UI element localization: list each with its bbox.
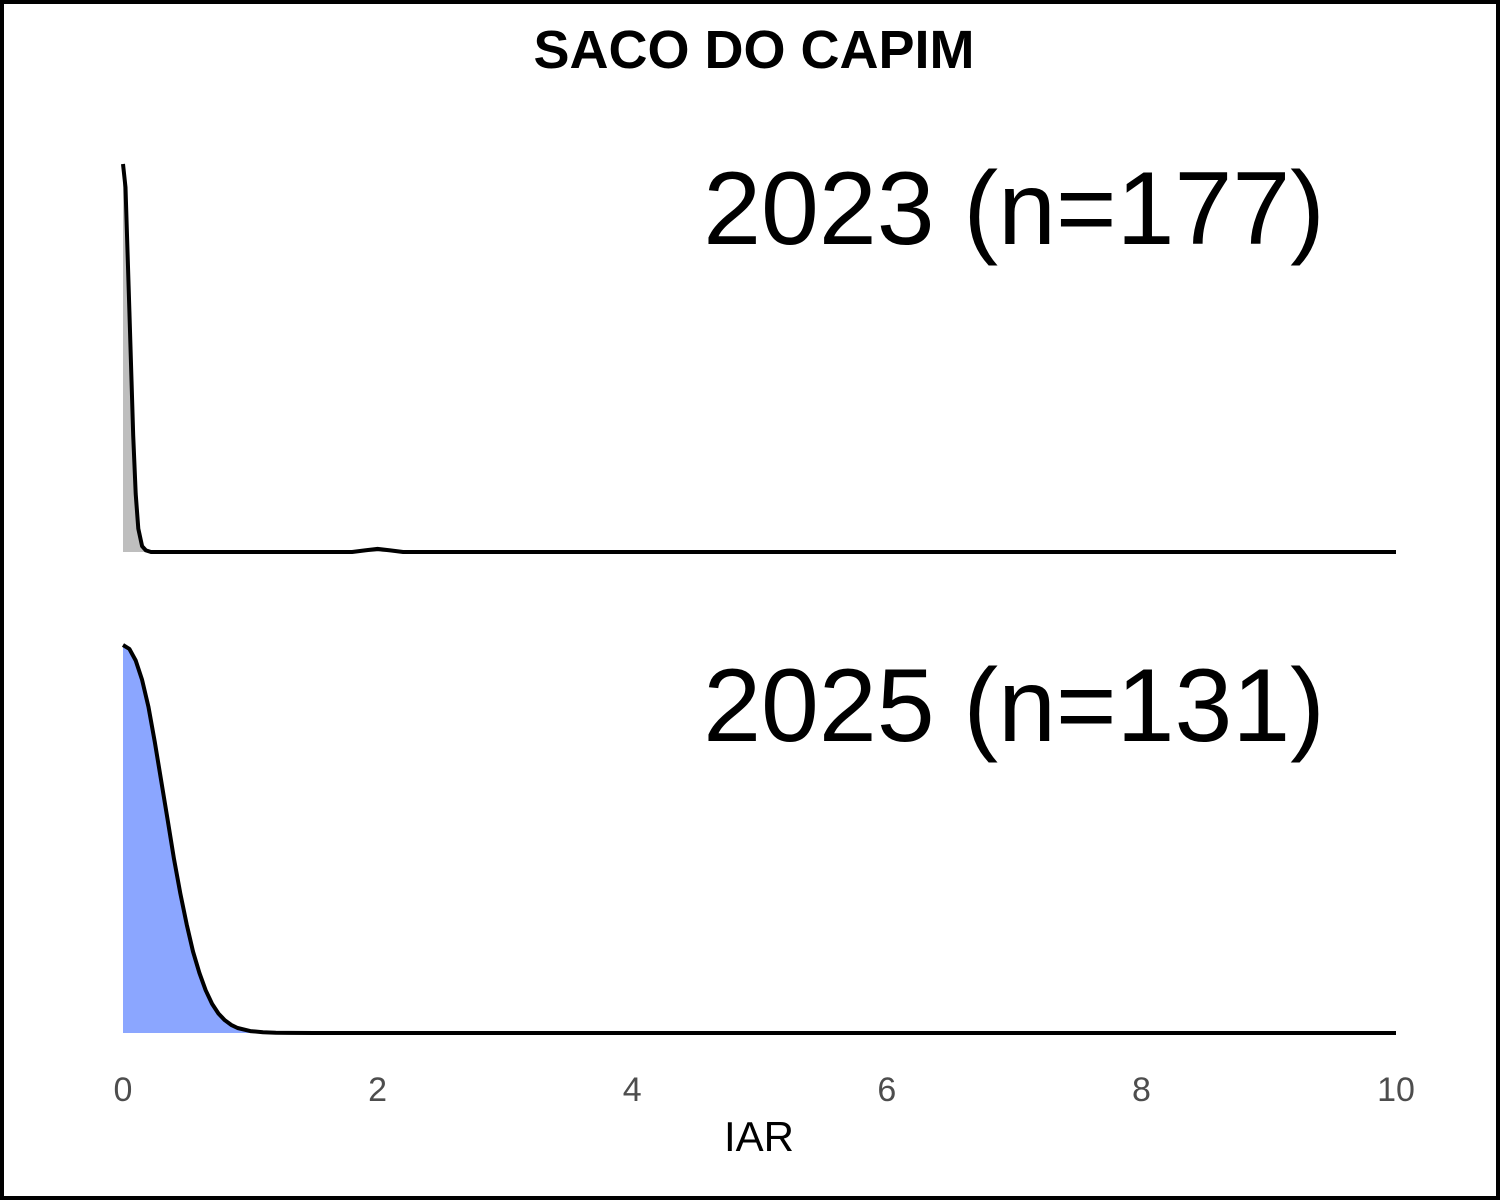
x-tick-label: 8 — [1132, 1071, 1151, 1109]
x-axis-ticks: 0 2 4 6 8 10 — [114, 1071, 1415, 1109]
series-label-2025: 2025 (n=131) — [703, 648, 1325, 764]
x-tick-label: 6 — [877, 1071, 896, 1109]
chart-title: SACO DO CAPIM — [533, 20, 974, 80]
density-line-2025 — [121, 643, 1396, 1035]
x-tick-label: 4 — [623, 1071, 642, 1109]
x-axis-label: IAR — [724, 1113, 794, 1160]
density-line-2023 — [121, 163, 1396, 554]
series-label-2023: 2023 (n=177) — [703, 151, 1325, 267]
x-tick-label: 0 — [114, 1071, 133, 1109]
ridge-2025: 2025 (n=131) — [121, 643, 1396, 1035]
ridge-2023: 2023 (n=177) — [121, 151, 1396, 554]
density-ridge-chart: SACO DO CAPIM 2023 (n=177) 2025 (n=131) … — [114, 20, 1415, 1160]
x-tick-label: 2 — [368, 1071, 387, 1109]
x-tick-label: 10 — [1377, 1071, 1415, 1109]
